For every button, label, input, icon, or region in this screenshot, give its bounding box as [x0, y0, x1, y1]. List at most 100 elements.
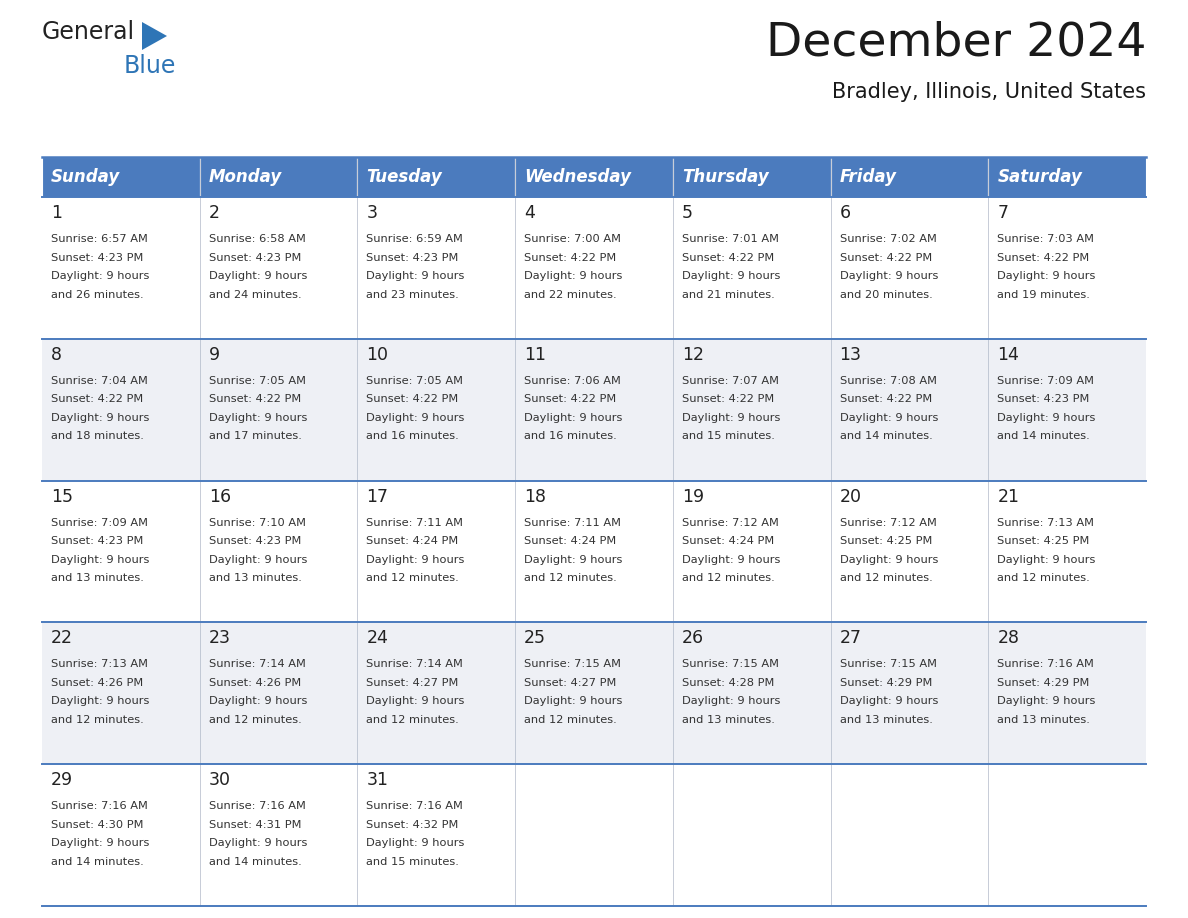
Text: Daylight: 9 hours: Daylight: 9 hours	[209, 271, 307, 281]
Bar	[358, 481, 516, 622]
Text: 11: 11	[524, 346, 546, 364]
Text: Sunrise: 7:06 AM: Sunrise: 7:06 AM	[524, 375, 621, 386]
Text: Sunrise: 7:10 AM: Sunrise: 7:10 AM	[209, 518, 305, 528]
Text: Sunset: 4:25 PM: Sunset: 4:25 PM	[997, 536, 1089, 546]
Text: Sunset: 4:22 PM: Sunset: 4:22 PM	[997, 252, 1089, 263]
Text: and 19 minutes.: and 19 minutes.	[997, 289, 1091, 299]
Text: Sunset: 4:27 PM: Sunset: 4:27 PM	[524, 677, 617, 688]
Text: 21: 21	[997, 487, 1019, 506]
Text: 16: 16	[209, 487, 230, 506]
Text: Sunset: 4:29 PM: Sunset: 4:29 PM	[840, 677, 931, 688]
Bar	[358, 339, 516, 481]
Text: Daylight: 9 hours: Daylight: 9 hours	[997, 271, 1095, 281]
Text: 14: 14	[997, 346, 1019, 364]
Bar	[516, 764, 672, 906]
Text: Sunset: 4:22 PM: Sunset: 4:22 PM	[524, 395, 617, 404]
Bar	[830, 197, 988, 339]
Text: 17: 17	[366, 487, 388, 506]
Text: and 12 minutes.: and 12 minutes.	[840, 573, 933, 583]
Bar	[358, 157, 516, 197]
Text: and 15 minutes.: and 15 minutes.	[682, 431, 775, 442]
Text: Sunset: 4:22 PM: Sunset: 4:22 PM	[682, 395, 775, 404]
Bar	[988, 339, 1146, 481]
Text: Sunset: 4:26 PM: Sunset: 4:26 PM	[209, 677, 301, 688]
Text: Saturday: Saturday	[997, 168, 1082, 186]
Bar	[672, 157, 830, 197]
Text: and 13 minutes.: and 13 minutes.	[51, 573, 144, 583]
Text: 13: 13	[840, 346, 861, 364]
Text: Sunset: 4:23 PM: Sunset: 4:23 PM	[997, 395, 1089, 404]
Text: and 14 minutes.: and 14 minutes.	[997, 431, 1091, 442]
Text: December 2024: December 2024	[765, 20, 1146, 65]
Bar	[830, 764, 988, 906]
Bar	[988, 481, 1146, 622]
Text: Sunrise: 7:02 AM: Sunrise: 7:02 AM	[840, 234, 936, 244]
Text: Sunrise: 7:12 AM: Sunrise: 7:12 AM	[840, 518, 936, 528]
Text: Bradley, Illinois, United States: Bradley, Illinois, United States	[832, 82, 1146, 102]
Bar	[358, 622, 516, 764]
Text: Daylight: 9 hours: Daylight: 9 hours	[366, 554, 465, 565]
Text: 20: 20	[840, 487, 861, 506]
Text: and 24 minutes.: and 24 minutes.	[209, 289, 302, 299]
Text: 30: 30	[209, 771, 230, 789]
Text: Daylight: 9 hours: Daylight: 9 hours	[209, 413, 307, 423]
Text: Sunrise: 7:05 AM: Sunrise: 7:05 AM	[209, 375, 305, 386]
Text: and 15 minutes.: and 15 minutes.	[366, 856, 460, 867]
Bar	[988, 197, 1146, 339]
Text: 7: 7	[997, 204, 1009, 222]
Text: Sunrise: 7:05 AM: Sunrise: 7:05 AM	[366, 375, 463, 386]
Text: and 23 minutes.: and 23 minutes.	[366, 289, 460, 299]
Bar	[42, 764, 200, 906]
Bar	[42, 481, 200, 622]
Text: Daylight: 9 hours: Daylight: 9 hours	[524, 697, 623, 706]
Text: Sunset: 4:22 PM: Sunset: 4:22 PM	[840, 252, 931, 263]
Text: Sunset: 4:27 PM: Sunset: 4:27 PM	[366, 677, 459, 688]
Text: Daylight: 9 hours: Daylight: 9 hours	[51, 554, 150, 565]
Text: 4: 4	[524, 204, 535, 222]
Text: Daylight: 9 hours: Daylight: 9 hours	[209, 838, 307, 848]
Text: Sunday: Sunday	[51, 168, 120, 186]
Text: Daylight: 9 hours: Daylight: 9 hours	[366, 413, 465, 423]
Text: 19: 19	[682, 487, 704, 506]
Text: Sunset: 4:24 PM: Sunset: 4:24 PM	[682, 536, 775, 546]
Text: Daylight: 9 hours: Daylight: 9 hours	[682, 697, 781, 706]
Text: Sunset: 4:22 PM: Sunset: 4:22 PM	[51, 395, 144, 404]
Text: Blue: Blue	[124, 54, 176, 78]
Text: and 14 minutes.: and 14 minutes.	[209, 856, 302, 867]
Text: and 13 minutes.: and 13 minutes.	[997, 715, 1091, 725]
Text: Sunrise: 7:16 AM: Sunrise: 7:16 AM	[997, 659, 1094, 669]
Text: 31: 31	[366, 771, 388, 789]
Text: Sunrise: 6:57 AM: Sunrise: 6:57 AM	[51, 234, 147, 244]
Bar	[830, 157, 988, 197]
Text: Wednesday: Wednesday	[524, 168, 631, 186]
Bar	[988, 622, 1146, 764]
Text: 24: 24	[366, 630, 388, 647]
Text: Sunset: 4:22 PM: Sunset: 4:22 PM	[366, 395, 459, 404]
Text: Sunrise: 7:07 AM: Sunrise: 7:07 AM	[682, 375, 779, 386]
Text: Sunset: 4:23 PM: Sunset: 4:23 PM	[51, 252, 144, 263]
Text: Sunset: 4:23 PM: Sunset: 4:23 PM	[209, 536, 301, 546]
Text: Daylight: 9 hours: Daylight: 9 hours	[524, 554, 623, 565]
Text: Sunset: 4:23 PM: Sunset: 4:23 PM	[366, 252, 459, 263]
Text: and 14 minutes.: and 14 minutes.	[840, 431, 933, 442]
Bar	[42, 622, 200, 764]
Text: Sunset: 4:30 PM: Sunset: 4:30 PM	[51, 820, 144, 830]
Text: Sunset: 4:31 PM: Sunset: 4:31 PM	[209, 820, 302, 830]
Text: Daylight: 9 hours: Daylight: 9 hours	[682, 413, 781, 423]
Text: and 12 minutes.: and 12 minutes.	[997, 573, 1091, 583]
Text: Sunrise: 7:15 AM: Sunrise: 7:15 AM	[524, 659, 621, 669]
Text: Daylight: 9 hours: Daylight: 9 hours	[997, 697, 1095, 706]
Bar	[830, 481, 988, 622]
Text: 28: 28	[997, 630, 1019, 647]
Text: 29: 29	[51, 771, 74, 789]
Text: and 12 minutes.: and 12 minutes.	[366, 715, 460, 725]
Bar	[516, 197, 672, 339]
Text: Sunrise: 7:13 AM: Sunrise: 7:13 AM	[997, 518, 1094, 528]
Text: Daylight: 9 hours: Daylight: 9 hours	[840, 697, 939, 706]
Bar	[516, 481, 672, 622]
Text: Daylight: 9 hours: Daylight: 9 hours	[997, 413, 1095, 423]
Text: 9: 9	[209, 346, 220, 364]
Text: and 18 minutes.: and 18 minutes.	[51, 431, 144, 442]
Text: Sunrise: 7:16 AM: Sunrise: 7:16 AM	[209, 801, 305, 812]
Text: Daylight: 9 hours: Daylight: 9 hours	[366, 838, 465, 848]
